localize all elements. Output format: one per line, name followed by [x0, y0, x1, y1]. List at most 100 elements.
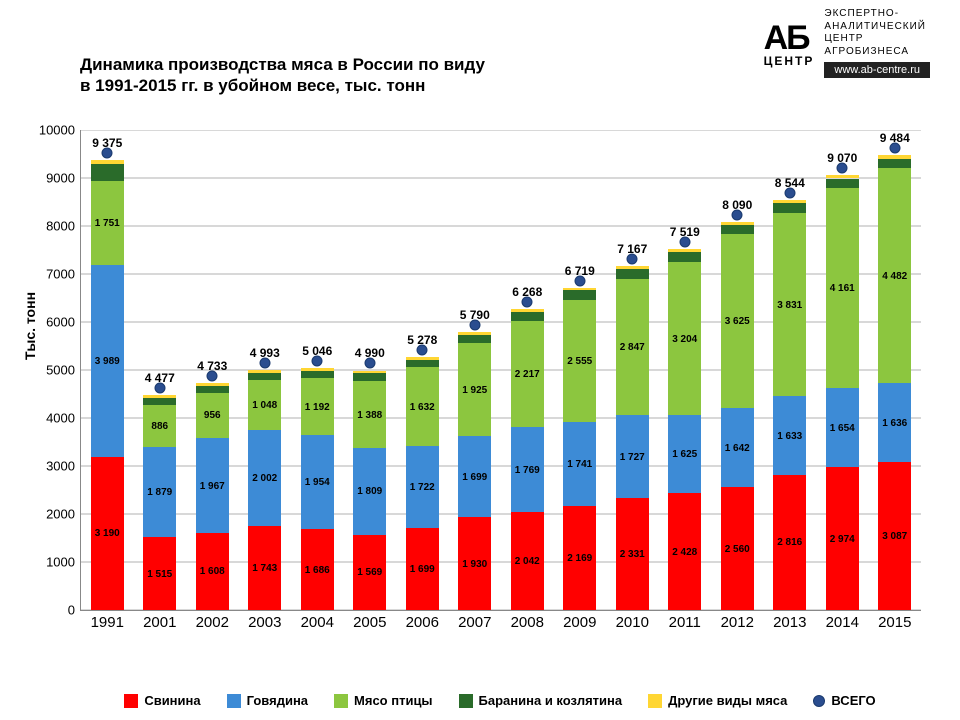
bar-group: 1 6991 7221 6325 278: [406, 130, 439, 610]
bar-segment-other: [826, 175, 859, 179]
x-tick: 2007: [458, 610, 491, 631]
total-label: 9 070: [826, 151, 859, 165]
bar-segment-poultry: [563, 300, 596, 423]
bar-segment-other: [196, 383, 229, 386]
legend-item: ВСЕГО: [813, 693, 875, 708]
bar-segment-other: [301, 368, 334, 371]
logo-text-2: АНАЛИТИЧЕСКИЙ: [824, 21, 930, 34]
legend-swatch: [648, 694, 662, 708]
bar-segment-other: [668, 249, 701, 252]
x-tick: 2002: [196, 610, 229, 631]
bar-segment-pork: [563, 506, 596, 610]
x-tick: 2003: [248, 610, 281, 631]
bar-segment-beef: [721, 408, 754, 487]
bar-segment-pork: [248, 526, 281, 610]
bar-segment-mutton: [878, 159, 911, 169]
x-tick: 2001: [143, 610, 176, 631]
bar-segment-pork: [826, 467, 859, 610]
bar-group: 2 4281 6253 2047 519: [668, 130, 701, 610]
bar-segment-pork: [616, 498, 649, 610]
bar-segment-beef: [248, 430, 281, 526]
total-label: 4 990: [353, 346, 386, 360]
bar-segment-mutton: [91, 164, 124, 181]
bar-segment-beef: [511, 427, 544, 512]
bar-segment-other: [248, 370, 281, 373]
y-tick: 5000: [46, 363, 81, 378]
legend-item: Говядина: [227, 693, 308, 708]
bar-segment-mutton: [353, 373, 386, 381]
legend-swatch: [813, 695, 825, 707]
bar-segment-mutton: [406, 360, 439, 368]
bar-segment-other: [773, 200, 806, 203]
x-tick: 2010: [616, 610, 649, 631]
logo-block: АБ ЦЕНТР ЭКСПЕРТНО- АНАЛИТИЧЕСКИЙ ЦЕНТР …: [764, 8, 930, 78]
bar-group: 2 1691 7412 5556 719: [563, 130, 596, 610]
bar-group: 1 6861 9541 1925 046: [301, 130, 334, 610]
bar-segment-beef: [406, 446, 439, 529]
logo-text: ЭКСПЕРТНО- АНАЛИТИЧЕСКИЙ ЦЕНТР АГРОБИЗНЕ…: [824, 8, 930, 78]
bar-segment-pork: [143, 537, 176, 610]
bar-segment-poultry: [511, 321, 544, 427]
bar-segment-pork: [878, 462, 911, 610]
bar-segment-other: [91, 160, 124, 164]
bar-group: 2 8161 6333 8318 544: [773, 130, 806, 610]
y-tick: 0: [68, 603, 81, 618]
total-label: 5 790: [458, 308, 491, 322]
bar-segment-pork: [458, 517, 491, 610]
legend-swatch: [334, 694, 348, 708]
title-line2: в 1991-2015 гг. в убойном весе, тыс. тон…: [80, 76, 425, 95]
bar-segment-poultry: [196, 393, 229, 439]
legend: Свинина Говядина Мясо птицы Баранина и козл…: [80, 693, 920, 708]
legend-label: Мясо птицы: [354, 693, 433, 708]
bar-segment-poultry: [616, 279, 649, 416]
y-axis-label: Тыс. тонн: [22, 292, 38, 360]
bar-segment-beef: [773, 396, 806, 474]
x-tick: 2004: [301, 610, 334, 631]
bar-segment-mutton: [458, 335, 491, 343]
y-tick: 10000: [39, 123, 81, 138]
bar-group: 2 0421 7692 2176 268: [511, 130, 544, 610]
chart-title: Динамика производства мяса в России по в…: [80, 54, 580, 97]
x-tick: 2015: [878, 610, 911, 631]
chart-plot-area: 0100020003000400050006000700080009000100…: [80, 130, 921, 611]
bar-segment-beef: [91, 265, 124, 456]
bar-segment-pork: [353, 535, 386, 610]
y-tick: 6000: [46, 315, 81, 330]
bar-segment-mutton: [511, 312, 544, 321]
total-label: 8 544: [773, 176, 806, 190]
bar-group: 2 9741 6544 1619 070: [826, 130, 859, 610]
x-tick: 2006: [406, 610, 439, 631]
bar-segment-beef: [196, 438, 229, 532]
bar-segment-poultry: [353, 381, 386, 448]
legend-swatch: [124, 694, 138, 708]
y-tick: 3000: [46, 459, 81, 474]
bar-segment-poultry: [773, 213, 806, 397]
legend-label: Другие виды мяса: [668, 693, 787, 708]
legend-label: Баранина и козлятина: [479, 693, 623, 708]
bar-group: 1 5691 8091 3884 990: [353, 130, 386, 610]
y-tick: 8000: [46, 219, 81, 234]
legend-item: Свинина: [124, 693, 200, 708]
bar-segment-mutton: [773, 203, 806, 212]
logo-text-3: ЦЕНТР: [824, 33, 930, 46]
bar-group: 2 3311 7272 8477 167: [616, 130, 649, 610]
legend-item: Другие виды мяса: [648, 693, 787, 708]
bar-group: 1 6081 9679564 733: [196, 130, 229, 610]
bar-segment-other: [406, 357, 439, 360]
bar-segment-poultry: [143, 405, 176, 448]
bar-segment-beef: [826, 388, 859, 467]
bar-segment-beef: [458, 436, 491, 518]
bar-segment-pork: [196, 533, 229, 610]
bar-group: 1 9301 6991 9255 790: [458, 130, 491, 610]
bar-segment-poultry: [668, 262, 701, 416]
legend-label: ВСЕГО: [831, 693, 875, 708]
x-tick: 2008: [511, 610, 544, 631]
chart-page: Динамика производства мяса в России по в…: [0, 0, 960, 720]
bar-segment-poultry: [458, 343, 491, 435]
x-tick: 2011: [669, 610, 701, 631]
bar-segment-other: [616, 266, 649, 269]
y-tick: 9000: [46, 171, 81, 186]
total-label: 9 375: [91, 136, 124, 150]
bar-segment-beef: [878, 383, 911, 462]
bar-segment-mutton: [301, 371, 334, 378]
